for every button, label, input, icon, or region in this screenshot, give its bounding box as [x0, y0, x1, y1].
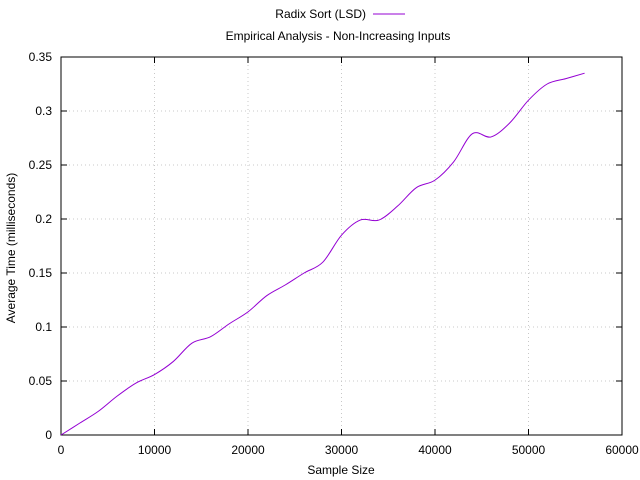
y-tick-label: 0.2 — [35, 212, 52, 226]
y-tick-label: 0.05 — [29, 374, 53, 388]
x-tick-label: 30000 — [325, 443, 359, 457]
y-axis-label: Average Time (milliseconds) — [4, 173, 18, 324]
legend-label: Radix Sort (LSD) — [275, 7, 366, 21]
y-tick-label: 0.1 — [35, 320, 52, 334]
y-tick-label: 0.25 — [29, 158, 53, 172]
series-line-0 — [60, 72, 585, 436]
axis-ticks: 0 10000 20000 30000 40000 50000 60000 0 0.05 0.1 0… — [29, 50, 639, 457]
y-tick-label: 0.3 — [35, 104, 52, 118]
chart-title: Empirical Analysis - Non-Increasing Inpu… — [226, 29, 451, 43]
y-tick-label: 0.15 — [29, 266, 53, 280]
x-tick-label: 10000 — [138, 443, 172, 457]
y-tick-label: 0 — [45, 428, 52, 442]
grid-lines — [61, 57, 622, 435]
x-tick-label: 0 — [58, 443, 65, 457]
x-axis-label: Sample Size — [307, 463, 375, 477]
x-tick-label: 40000 — [418, 443, 452, 457]
x-tick-label: 50000 — [512, 443, 546, 457]
x-tick-label: 60000 — [605, 443, 639, 457]
series-layer — [60, 72, 585, 436]
x-tick-label: 20000 — [231, 443, 265, 457]
y-tick-label: 0.35 — [29, 50, 53, 64]
